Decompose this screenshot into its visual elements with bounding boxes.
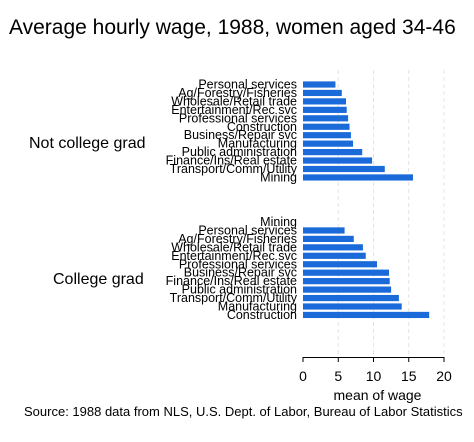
category-label-g1-mining: Mining [260,215,297,229]
bar-g0-public-administration [303,149,363,156]
bar-g0-transport-comm-utility [303,165,385,173]
x-tick-label-0: 0 [299,368,307,384]
category-label-g0-public-administration: Public administration [182,145,297,159]
bar-g0-manufacturing [303,140,354,147]
bar-g0-mining [303,174,413,181]
bar-g0-business-repair-svc [303,132,351,139]
category-label-g1-construction: Construction [227,308,297,322]
bar-g0-construction [303,123,350,130]
bar-g1-ag-forestry-fisheries [303,235,354,242]
category-label-g0-entertainment-rec-svc: Entertainment/Rec svc [171,103,297,117]
bar-g1-finance-ins-real-estate [303,278,390,285]
bar-g1-business-repair-svc [303,269,390,276]
bar-g0-ag-forestry-fisheries [303,89,342,97]
group-label-not-college-grad: Not college grad [29,135,146,152]
source-note: Source: 1988 data from NLS, U.S. Dept. o… [24,404,463,419]
bar-g1-personal-services [303,227,345,234]
category-label-g1-manufacturing: Manufacturing [218,300,297,314]
x-tick-label-3: 15 [401,368,417,384]
category-label-g1-entertainment-rec-svc: Entertainment/Rec svc [171,249,297,263]
bar-g0-professional-services [303,115,349,122]
category-label-g0-personal-services: Personal services [198,78,297,92]
category-label-g0-wholesale-retail-trade: Wholesale/Retail trade [171,94,297,108]
x-tick-label-1: 5 [334,368,342,384]
x-tick-label-4: 20 [436,368,452,384]
bar-g1-transport-comm-utility [303,294,399,302]
bar-g1-construction [303,311,430,319]
x-tick-label-2: 10 [366,368,382,384]
x-axis-title: mean of wage [334,387,422,403]
category-label-g1-personal-services: Personal services [198,223,297,237]
bar-g0-wholesale-retail-trade [303,98,347,105]
category-label-g1-professional-services: Professional services [179,257,297,271]
category-label-g0-ag-forestry-fisheries: Ag/Forestry/Fisheries [178,86,297,100]
group-label-college-grad: College grad [53,271,144,288]
chart-title: Average hourly wage, 1988, women aged 34… [9,16,456,39]
category-label-g0-finance-ins-real-estate: Finance/Ins/Real estate [166,154,297,168]
category-label-g1-transport-comm-utility: Transport/Comm/Utility [170,291,298,305]
category-label-g1-ag-forestry-fisheries: Ag/Forestry/Fisheries [178,232,297,246]
bar-g1-public-administration [303,286,392,293]
bar-g1-wholesale-retail-trade [303,244,363,251]
category-label-g0-business-repair-svc: Business/Repair svc [184,128,297,142]
category-label-g1-business-repair-svc: Business/Repair svc [184,266,297,280]
bar-g1-professional-services [303,261,378,268]
bar-g1-manufacturing [303,303,402,310]
category-label-g0-professional-services: Professional services [179,111,297,125]
category-label-g0-manufacturing: Manufacturing [218,137,297,151]
category-label-g0-transport-comm-utility: Transport/Comm/Utility [170,162,298,176]
bar-g1-entertainment-rec-svc [303,252,366,259]
bar-g0-personal-services [303,81,336,88]
bar-g0-entertainment-rec-svc [303,106,347,113]
category-label-g0-mining: Mining [260,170,297,184]
bar-g0-finance-ins-real-estate [303,157,373,164]
category-label-g1-finance-ins-real-estate: Finance/Ins/Real estate [166,274,297,288]
category-label-g1-public-administration: Public administration [182,283,297,297]
category-label-g0-construction: Construction [227,120,297,134]
category-label-g1-wholesale-retail-trade: Wholesale/Retail trade [171,240,297,254]
